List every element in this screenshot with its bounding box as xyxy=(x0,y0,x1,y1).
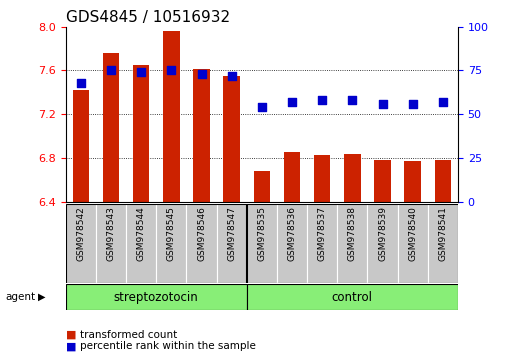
Text: percentile rank within the sample: percentile rank within the sample xyxy=(80,341,256,351)
Bar xyxy=(403,161,420,202)
Bar xyxy=(374,160,390,202)
Point xyxy=(107,68,115,73)
Bar xyxy=(163,31,179,202)
Text: GSM978538: GSM978538 xyxy=(347,206,356,261)
Bar xyxy=(307,204,337,283)
Bar xyxy=(246,204,276,283)
Text: GSM978539: GSM978539 xyxy=(377,206,386,261)
Bar xyxy=(283,153,300,202)
Text: GSM978535: GSM978535 xyxy=(257,206,266,261)
Text: GSM978542: GSM978542 xyxy=(76,206,85,261)
Bar xyxy=(126,204,156,283)
Text: GSM978545: GSM978545 xyxy=(167,206,176,261)
Point xyxy=(197,71,205,77)
Bar xyxy=(223,76,239,202)
Text: control: control xyxy=(331,291,372,304)
Point xyxy=(258,104,266,110)
Bar xyxy=(133,65,149,202)
Point xyxy=(227,73,235,79)
Text: GSM978537: GSM978537 xyxy=(317,206,326,261)
Bar xyxy=(66,204,96,283)
Text: GDS4845 / 10516932: GDS4845 / 10516932 xyxy=(66,10,229,25)
Bar xyxy=(253,171,270,202)
Text: ■: ■ xyxy=(66,341,76,351)
Bar xyxy=(186,204,216,283)
Bar xyxy=(156,204,186,283)
Text: GSM978546: GSM978546 xyxy=(196,206,206,261)
Point xyxy=(378,101,386,107)
Text: ▶: ▶ xyxy=(38,292,45,302)
Point xyxy=(347,97,356,103)
Bar xyxy=(427,204,457,283)
Bar xyxy=(103,53,119,202)
Bar xyxy=(66,284,246,310)
Bar xyxy=(343,154,360,202)
Text: GSM978544: GSM978544 xyxy=(136,206,145,261)
Point xyxy=(167,68,175,73)
Text: transformed count: transformed count xyxy=(80,330,177,339)
Point xyxy=(318,97,326,103)
Text: GSM978541: GSM978541 xyxy=(437,206,446,261)
Text: GSM978536: GSM978536 xyxy=(287,206,296,261)
Bar xyxy=(397,204,427,283)
Point xyxy=(287,99,295,105)
Point xyxy=(438,99,446,105)
Point xyxy=(77,80,85,85)
Point xyxy=(408,101,416,107)
Bar xyxy=(337,204,367,283)
Bar xyxy=(246,284,457,310)
Bar xyxy=(276,204,307,283)
Bar xyxy=(193,69,210,202)
Text: GSM978547: GSM978547 xyxy=(227,206,236,261)
Text: ■: ■ xyxy=(66,330,76,339)
Text: agent: agent xyxy=(5,292,35,302)
Text: streptozotocin: streptozotocin xyxy=(114,291,198,304)
Text: GSM978543: GSM978543 xyxy=(107,206,115,261)
Text: GSM978540: GSM978540 xyxy=(408,206,416,261)
Bar xyxy=(367,204,397,283)
Bar xyxy=(72,90,89,202)
Bar xyxy=(313,155,330,202)
Bar xyxy=(96,204,126,283)
Bar xyxy=(216,204,246,283)
Point xyxy=(137,69,145,75)
Bar xyxy=(434,160,450,202)
